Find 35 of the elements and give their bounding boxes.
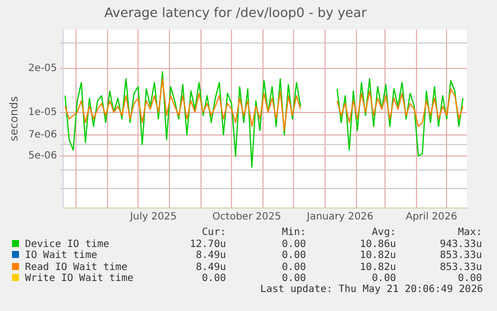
text: Last update: Thu May 21 20:06:49 2026 <box>260 284 483 295</box>
y-tick-label: 1e-05 <box>28 106 58 118</box>
chart-title: Average latency for /dev/loop0 - by year <box>104 6 368 22</box>
text: Max: <box>456 227 482 238</box>
text: 0.00 <box>200 273 226 284</box>
text: Min: <box>280 227 306 238</box>
text: 0.00 <box>280 238 306 250</box>
y-tick-label: 2e-05 <box>28 63 58 74</box>
y-axis-title: seconds <box>7 96 20 142</box>
y-tick-label: 5e-06 <box>28 150 58 162</box>
text: 10.82u <box>358 250 396 262</box>
legend-label: IO Wait time <box>24 250 98 262</box>
text: 0.00 <box>280 250 306 262</box>
x-tick-label: July 2025 <box>129 212 177 223</box>
text: 853.33u <box>438 250 482 262</box>
text: 853.33u <box>438 262 482 273</box>
text: 943.33u <box>438 238 482 250</box>
text: 0.00 <box>280 273 306 284</box>
text: 0.00 <box>456 273 482 284</box>
text: 0.00 <box>280 262 306 273</box>
x-tick-label: April 2026 <box>406 212 458 223</box>
text: 8.49u <box>194 250 226 262</box>
text: 12.70u <box>188 238 226 250</box>
legend-label: Read IO Wait time <box>24 262 128 273</box>
legend-label: Device IO time <box>24 238 110 250</box>
x-tick-label: January 2026 <box>306 212 374 223</box>
text: 0.00 <box>370 273 396 284</box>
text: 10.82u <box>358 262 396 273</box>
text: 8.49u <box>194 262 226 273</box>
text: Cur: <box>200 227 226 238</box>
text: Avg: <box>370 227 396 238</box>
y-tick-label: 7e-06 <box>28 129 58 140</box>
text: 10.86u <box>358 238 396 250</box>
x-tick-label: October 2025 <box>212 212 282 223</box>
legend-label: Write IO Wait time <box>24 273 134 284</box>
